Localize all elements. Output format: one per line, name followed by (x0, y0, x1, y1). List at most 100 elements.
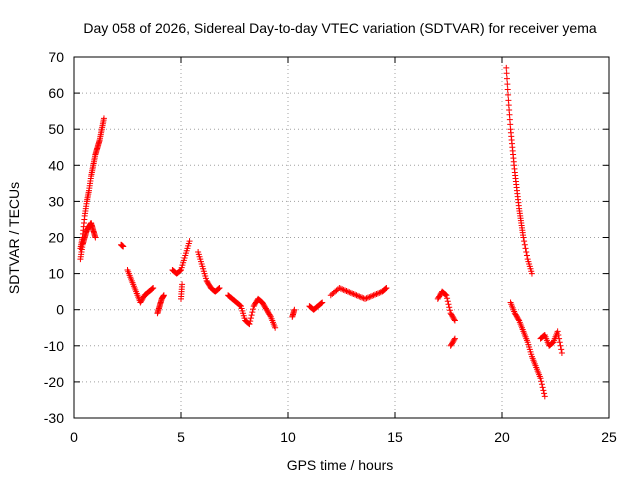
data-point (186, 238, 193, 245)
data-point (357, 294, 364, 301)
data-point (382, 286, 389, 293)
data-point (246, 321, 253, 328)
data-point (291, 306, 298, 313)
chart-title: Day 058 of 2026, Sidereal Day-to-day VTE… (83, 20, 596, 36)
data-point (383, 285, 390, 292)
data-point (340, 286, 347, 293)
data-point (451, 335, 458, 342)
data-point (382, 285, 389, 292)
y-tick-label: 30 (48, 193, 64, 209)
data-point (444, 295, 451, 302)
data-point (249, 309, 256, 316)
data-point (540, 387, 547, 394)
data-point (515, 316, 522, 323)
data-point (353, 292, 360, 299)
data-point (216, 285, 223, 292)
data-point (349, 290, 356, 297)
data-point (522, 245, 529, 252)
data-point (376, 289, 383, 296)
data-point (337, 285, 344, 292)
data-point (441, 291, 448, 298)
data-point (528, 270, 535, 277)
data-point (503, 70, 510, 77)
x-tick-label: 20 (494, 429, 510, 445)
data-point (370, 292, 377, 299)
y-tick-label: 20 (48, 230, 64, 246)
x-tick-label: 15 (387, 429, 403, 445)
data-point (344, 288, 351, 295)
data-point (179, 281, 186, 288)
data-point (446, 304, 453, 311)
grid-lines (74, 57, 609, 418)
data-point (521, 241, 528, 248)
data-point (343, 288, 350, 295)
data-point (541, 393, 548, 400)
data-point (503, 75, 510, 82)
y-tick-label: 40 (48, 157, 64, 173)
data-point (120, 243, 127, 250)
data-point (367, 293, 374, 300)
data-point (443, 292, 450, 299)
data-point (100, 115, 107, 122)
data-point (538, 381, 545, 388)
data-point (446, 307, 453, 314)
data-point (342, 287, 349, 294)
data-point (372, 291, 379, 298)
data-point (364, 294, 371, 301)
data-point (347, 289, 354, 296)
data-point (92, 234, 99, 241)
data-point (557, 342, 564, 349)
data-point (523, 252, 530, 259)
data-point (247, 318, 254, 325)
data-point (215, 286, 222, 293)
data-point (267, 312, 274, 319)
data-point (366, 294, 373, 301)
data-point (176, 268, 183, 275)
data-point (336, 285, 343, 292)
data-point (248, 312, 255, 319)
y-tick-label: -20 (44, 374, 64, 390)
data-point (346, 289, 353, 296)
data-point (451, 336, 458, 343)
data-point (247, 315, 254, 322)
x-axis-label: GPS time / hours (287, 457, 394, 473)
data-point (538, 378, 545, 385)
data-point (451, 316, 458, 323)
data-point (504, 81, 511, 88)
data-point (236, 301, 243, 308)
data-point (520, 234, 527, 241)
data-point (272, 324, 279, 331)
data-point (373, 291, 380, 298)
y-tick-label: -10 (44, 338, 64, 354)
data-point (541, 332, 548, 339)
data-point (362, 295, 369, 302)
data-point (150, 285, 157, 292)
data-point (363, 295, 370, 302)
data-point (149, 285, 156, 292)
data-point (442, 291, 449, 298)
data-point (352, 291, 359, 298)
y-tick-label: 60 (48, 85, 64, 101)
y-tick-label: 50 (48, 121, 64, 137)
y-tick-label: 70 (48, 49, 64, 65)
data-point (503, 64, 510, 71)
data-point (319, 299, 326, 306)
data-point (359, 294, 366, 301)
data-point (548, 340, 555, 347)
data-point (537, 375, 544, 382)
x-tick-label: 5 (177, 429, 185, 445)
x-tick-label: 0 (70, 429, 78, 445)
axis-ticks: 0 5 10 15 20 25 -30 -20 -10 0 10 20 30 40 50 60 70 (44, 49, 617, 445)
data-point (318, 300, 325, 307)
data-point (505, 91, 512, 98)
data-point (369, 292, 376, 299)
data-point (354, 292, 361, 299)
data-point (558, 350, 565, 357)
data-point (177, 267, 184, 274)
y-axis-label: SDTVAR / TECUs (6, 182, 22, 294)
data-point (523, 248, 530, 255)
data-series (77, 64, 565, 400)
data-point (504, 86, 511, 93)
data-point (215, 285, 222, 292)
